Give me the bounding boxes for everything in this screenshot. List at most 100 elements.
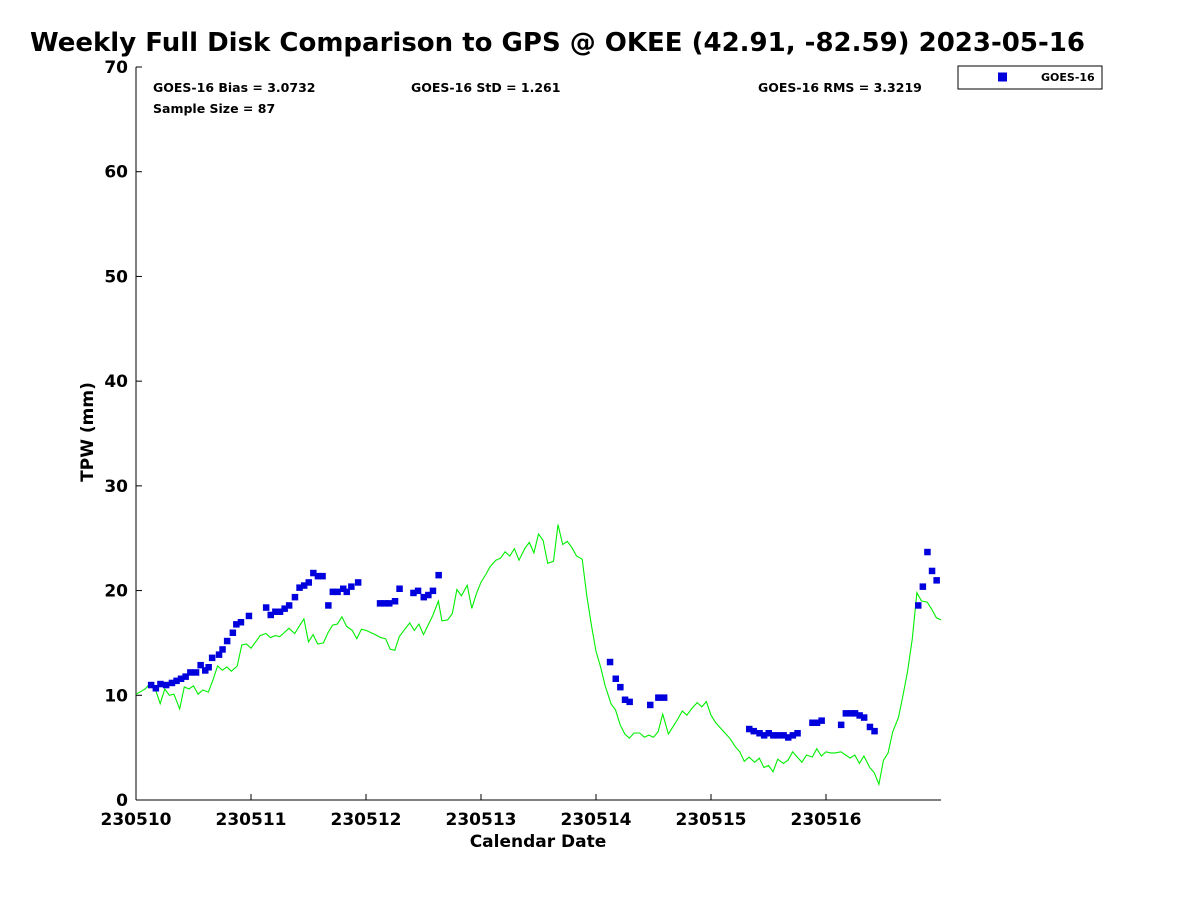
- goes16-data-point: [809, 719, 816, 726]
- goes16-series-points: [147, 548, 940, 741]
- x-tick-label: 230513: [446, 810, 517, 830]
- y-tick-label: 0: [116, 791, 128, 811]
- goes16-data-point: [208, 654, 216, 662]
- goes16-data-point: [168, 679, 176, 687]
- goes16-data-point: [617, 683, 624, 691]
- goes16-data-point: [924, 548, 931, 556]
- goes16-data-point: [429, 587, 437, 595]
- goes16-data-point: [152, 685, 160, 692]
- goes16-data-point: [319, 572, 326, 580]
- y-tick-label: 30: [104, 477, 128, 497]
- goes16-data-point: [376, 600, 384, 607]
- goes16-data-point: [818, 717, 825, 724]
- goes16-data-point: [756, 730, 763, 737]
- goes16-data-point: [182, 673, 189, 680]
- goes16-data-point: [237, 619, 245, 626]
- goes16-data-point: [291, 593, 299, 601]
- goes16-data-point: [655, 694, 662, 701]
- stat-std: GOES-16 StD = 1.261: [411, 80, 560, 95]
- goes16-data-point: [414, 587, 422, 595]
- goes16-data-point: [147, 681, 155, 689]
- x-tick-label: 230514: [561, 810, 632, 830]
- goes16-data-point: [267, 611, 274, 619]
- y-tick-label: 10: [104, 686, 128, 706]
- goes16-data-point: [842, 710, 850, 717]
- y-tick-label: 70: [104, 58, 128, 78]
- goes16-data-point: [187, 669, 194, 676]
- goes16-data-point: [425, 591, 432, 599]
- goes16-data-point: [386, 600, 393, 607]
- goes16-data-point: [647, 701, 654, 709]
- goes16-data-point: [202, 667, 209, 674]
- x-tick-label: 230511: [216, 810, 287, 830]
- goes16-data-point: [660, 694, 668, 701]
- x-axis-label: Calendar Date: [470, 832, 607, 852]
- goes16-data-point: [794, 730, 801, 737]
- goes16-data-point: [262, 604, 270, 611]
- goes16-data-point: [746, 725, 753, 733]
- goes16-data-point: [285, 602, 293, 609]
- goes16-data-point: [219, 646, 226, 653]
- chart-title: Weekly Full Disk Comparison to GPS @ OKE…: [30, 28, 1085, 58]
- goes16-data-point: [340, 585, 347, 592]
- goes16-data-point: [871, 727, 878, 735]
- goes16-data-point: [847, 710, 854, 717]
- goes16-data-point: [272, 608, 279, 615]
- goes16-data-point: [157, 680, 164, 688]
- stat-bias: GOES-16 Bias = 3.0732: [153, 80, 315, 95]
- x-tick-label: 230515: [676, 810, 747, 830]
- goes16-data-point: [837, 721, 845, 729]
- y-tick-label: 60: [104, 163, 128, 183]
- goes16-data-point: [621, 696, 629, 703]
- goes16-data-point: [420, 593, 427, 601]
- y-ticks: 0 10 20 30 40 50 60 70: [104, 58, 142, 811]
- legend-box: [957, 65, 1103, 90]
- goes16-data-point: [765, 730, 772, 737]
- goes16-data-point: [223, 637, 231, 645]
- goes16-data-point: [928, 567, 936, 575]
- goes16-data-point: [310, 569, 317, 577]
- goes16-data-point: [314, 572, 322, 580]
- goes16-data-point: [866, 723, 874, 731]
- goes16-data-point: [276, 608, 284, 615]
- goes16-data-point: [396, 585, 403, 592]
- goes16-data-point: [354, 579, 362, 586]
- goes16-data-point: [205, 664, 212, 671]
- y-tick-label: 50: [104, 267, 128, 287]
- goes16-data-point: [760, 732, 768, 739]
- goes16-data-point: [229, 629, 237, 636]
- goes16-data-point: [612, 675, 619, 682]
- gps-series-line: [135, 524, 942, 787]
- stat-sample-size: Sample Size = 87: [153, 101, 275, 116]
- goes16-data-point: [789, 732, 797, 739]
- y-tick-label: 40: [104, 372, 128, 392]
- goes16-data-point: [233, 621, 240, 628]
- goes16-data-point: [177, 675, 185, 682]
- legend: GOES-16: [957, 65, 1103, 90]
- goes16-data-point: [933, 577, 940, 584]
- goes16-data-point: [780, 732, 787, 739]
- goes16-data-point: [860, 714, 868, 721]
- x-tick-label: 230510: [101, 810, 172, 830]
- goes16-data-point: [296, 584, 303, 591]
- goes16-data-point: [785, 734, 792, 741]
- goes16-data-point: [197, 661, 204, 669]
- goes16-data-point: [281, 605, 288, 612]
- goes16-data-point: [215, 651, 223, 658]
- x-tick-label: 230516: [791, 810, 862, 830]
- goes16-data-point: [192, 669, 200, 676]
- goes16-data-point: [626, 698, 633, 706]
- goes16-data-point: [381, 600, 388, 607]
- goes16-data-point: [856, 712, 863, 719]
- goes16-data-point: [300, 582, 308, 589]
- goes16-data-point: [770, 732, 777, 739]
- goes16-data-point: [334, 588, 341, 596]
- y-axis-label: TPW (mm): [78, 382, 98, 482]
- goes16-data-point: [245, 612, 253, 620]
- goes16-data-point: [325, 602, 332, 609]
- goes16-data-point: [410, 589, 417, 597]
- goes16-data-point: [348, 583, 355, 590]
- goes16-data-point: [435, 571, 442, 579]
- goes16-data-point: [343, 588, 350, 596]
